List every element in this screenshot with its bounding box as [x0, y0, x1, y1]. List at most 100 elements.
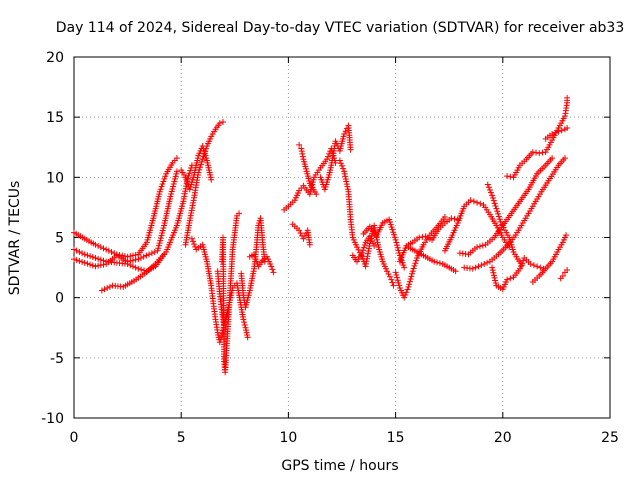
data-point	[108, 248, 115, 255]
data-point	[100, 245, 107, 252]
series-sat-ac	[529, 232, 570, 286]
data-point	[170, 183, 177, 190]
data-point	[313, 191, 320, 198]
data-point	[347, 146, 354, 153]
data-point	[146, 251, 153, 258]
data-point	[95, 255, 102, 262]
data-point	[564, 266, 571, 273]
data-point	[504, 276, 511, 283]
data-point	[405, 283, 412, 290]
data-point	[104, 285, 111, 292]
data-point	[92, 263, 99, 270]
data-point	[97, 262, 104, 269]
data-point	[138, 266, 145, 273]
data-point	[470, 198, 477, 205]
data-point	[191, 241, 198, 248]
data-point	[160, 224, 167, 231]
data-point	[155, 242, 162, 249]
data-point	[386, 216, 393, 223]
data-point	[300, 235, 307, 242]
series-sat-k	[246, 251, 277, 276]
data-point	[73, 247, 80, 254]
data-point	[208, 176, 215, 183]
x-tick-label: 5	[177, 430, 186, 446]
data-point	[103, 246, 110, 253]
data-point	[484, 259, 491, 266]
data-point	[390, 231, 397, 238]
data-point	[79, 258, 86, 265]
data-point	[89, 262, 96, 269]
data-point	[552, 129, 559, 136]
data-point	[342, 175, 349, 182]
data-point	[268, 263, 275, 270]
data-point	[299, 150, 306, 157]
data-point	[173, 168, 180, 175]
data-point	[325, 153, 332, 160]
data-point	[135, 265, 142, 272]
data-point	[495, 210, 502, 217]
data-point	[92, 254, 99, 261]
data-point	[467, 197, 474, 204]
data-point	[536, 150, 543, 157]
data-point	[192, 243, 199, 250]
y-tick-label: 10	[46, 170, 64, 186]
data-point	[393, 272, 400, 279]
data-point	[520, 257, 527, 264]
series-sat-z	[489, 254, 547, 293]
data-point	[407, 276, 414, 283]
data-point	[530, 262, 537, 269]
data-point	[395, 279, 402, 286]
data-point	[167, 193, 174, 200]
data-point	[490, 272, 497, 279]
data-point	[154, 247, 161, 254]
data-point	[172, 173, 179, 180]
data-point	[519, 260, 526, 267]
data-point	[173, 170, 180, 177]
data-point	[490, 269, 497, 276]
data-point	[384, 268, 391, 275]
series-sat-s	[396, 215, 461, 265]
x-tick-label: 0	[70, 430, 79, 446]
data-point	[95, 262, 102, 269]
data-point	[474, 199, 481, 206]
series-sat-x	[461, 155, 568, 272]
data-point	[489, 192, 496, 199]
data-point	[339, 162, 345, 169]
data-point	[431, 258, 438, 265]
data-point	[89, 254, 96, 261]
data-point	[419, 233, 426, 240]
data-point	[84, 260, 91, 267]
series-sat-p	[336, 157, 378, 259]
data-point	[507, 275, 514, 282]
data-point	[269, 266, 276, 273]
series-sat-t	[392, 214, 448, 301]
data-point	[497, 218, 504, 225]
data-point	[161, 175, 168, 182]
data-point	[549, 131, 556, 138]
data-point	[299, 153, 306, 160]
data-point	[81, 251, 88, 258]
data-point	[389, 226, 396, 233]
data-point	[159, 230, 166, 237]
data-point	[366, 240, 373, 247]
y-tick-label: 5	[55, 231, 64, 247]
data-point	[388, 276, 395, 283]
chart-title: Day 114 of 2024, Sidereal Day-to-day VTE…	[56, 20, 625, 36]
data-point	[157, 237, 164, 244]
data-point	[393, 239, 400, 246]
data-point	[411, 262, 418, 269]
data-point	[485, 184, 492, 191]
data-point	[81, 259, 88, 266]
data-point	[132, 264, 139, 271]
data-point	[564, 124, 571, 131]
data-point	[129, 263, 136, 270]
series-sat-u	[405, 244, 459, 275]
data-point	[474, 244, 481, 251]
data-point	[219, 330, 226, 337]
data-point	[386, 219, 393, 226]
data-point	[127, 262, 134, 269]
data-point	[489, 267, 496, 274]
y-axis-label: SDTVAR / TECUs	[7, 181, 23, 296]
data-point	[361, 241, 368, 248]
